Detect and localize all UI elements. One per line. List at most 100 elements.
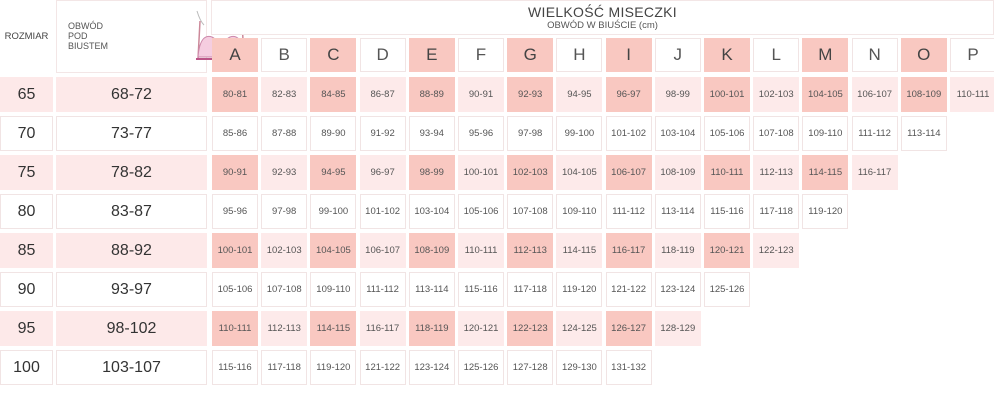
cup-header-J: J [654, 38, 701, 72]
cup-header-P: P [950, 38, 994, 72]
bust-range-cell-text: 92-93 [272, 167, 297, 178]
bust-range-cell: 113-114 [900, 116, 947, 151]
bust-range-cell: 102-103 [261, 233, 308, 268]
bust-range-cell-text: 112-113 [513, 245, 547, 256]
bust-range-cell: 101-102 [605, 116, 652, 151]
bust-range-cell: 114-115 [556, 233, 603, 268]
bust-range-cell-text: 87-88 [272, 128, 297, 139]
bust-range-cell-text: 107-108 [266, 284, 302, 295]
bust-range-cell: 128-129 [654, 311, 701, 346]
bust-range-cell-text: 121-122 [365, 362, 401, 373]
underbust-range-text: 83-87 [111, 202, 152, 220]
underbust-range: 73-77 [56, 116, 207, 151]
bust-range-cell: 93-94 [408, 116, 455, 151]
bust-range-cell-text: 121-122 [611, 284, 647, 295]
band-size: 95 [0, 311, 53, 346]
bust-range-cell-text: 116-117 [857, 167, 892, 178]
bust-range-cell-text: 110-111 [956, 89, 990, 100]
cup-header-G: G [507, 38, 554, 72]
cup-header-A: A [212, 38, 258, 72]
bust-range-cell: 95-96 [458, 116, 504, 151]
band-size-text: 75 [17, 163, 36, 181]
underbust-range: 68-72 [56, 77, 207, 112]
bust-range-cell-text: 119-120 [808, 206, 843, 217]
cup-header-D: D [359, 38, 406, 72]
bust-range-cell: 92-93 [261, 155, 308, 190]
bust-range-cell: 131-132 [605, 350, 652, 385]
bust-range-cell: 108-109 [900, 77, 947, 112]
cup-header-C: C [310, 38, 357, 72]
bust-range-cell: 99-100 [310, 194, 357, 229]
bust-range-cell-text: 108-109 [660, 167, 696, 178]
band-size-text: 90 [17, 280, 36, 298]
bust-range-cell-text: 91-92 [370, 128, 395, 139]
bust-range-cell: 111-112 [359, 272, 406, 307]
underbust-range-text: 98-102 [106, 319, 157, 337]
bust-range-cell-text: 94-95 [567, 89, 592, 100]
underbust-range-text: 73-77 [111, 124, 152, 142]
size-header: ROZMIAR [0, 0, 53, 73]
bust-range-cell-text: 102-103 [512, 167, 548, 178]
cup-header-O-text: O [917, 45, 931, 64]
bust-range-cell: 82-83 [261, 77, 308, 112]
underbust-header-label: OBWÓD POD BIUSTEM [68, 21, 109, 51]
bust-range-cell-text: 104-105 [315, 245, 351, 256]
bust-range-cell-text: 110-111 [218, 323, 252, 334]
bust-range-cell: 105-106 [704, 116, 750, 151]
bust-range-cell-text: 113-114 [661, 206, 695, 217]
bust-range-cell: 86-87 [359, 77, 406, 112]
bust-range-cell-text: 115-116 [218, 362, 252, 373]
bust-range-cell: 129-130 [556, 350, 603, 385]
cup-header-C-text: C [327, 45, 340, 64]
bust-range-cell: 103-104 [408, 194, 455, 229]
cup-header-J-text: J [673, 45, 683, 64]
bust-range-cell: 104-105 [310, 233, 357, 268]
band-size-text: 65 [17, 85, 36, 103]
band-size: 90 [0, 272, 53, 307]
bust-range-cell-text: 111-112 [366, 284, 399, 295]
bust-range-cell: 98-99 [654, 77, 701, 112]
bust-range-cell: 113-114 [654, 194, 701, 229]
bust-range-cell: 91-92 [359, 116, 406, 151]
bust-range-cell-text: 102-103 [758, 89, 794, 100]
bust-range-cell-text: 123-124 [414, 362, 450, 373]
bust-range-cell: 106-107 [605, 155, 652, 190]
bust-range-cell: 106-107 [359, 233, 406, 268]
bust-range-cell-text: 85-86 [222, 128, 248, 139]
bust-range-cell-text: 118-119 [415, 323, 449, 334]
bust-range-cell: 115-116 [212, 350, 258, 385]
bust-range-cell-text: 100-101 [217, 245, 253, 256]
bust-range-cell: 90-91 [458, 77, 504, 112]
bust-range-cell-text: 113-114 [907, 128, 941, 139]
underbust-range: 93-97 [56, 272, 207, 307]
bust-range-cell: 100-101 [212, 233, 258, 268]
bust-range-cell: 123-124 [408, 350, 455, 385]
bust-range-cell: 95-96 [212, 194, 258, 229]
bust-range-cell: 80-81 [212, 77, 258, 112]
bust-range-cell-text: 115-116 [464, 284, 498, 295]
bust-range-cell: 120-121 [704, 233, 750, 268]
cup-header-G-text: G [523, 45, 537, 64]
bust-range-cell-text: 92-93 [518, 89, 543, 100]
bust-range-cell-text: 86-87 [370, 89, 395, 100]
bust-range-cell-text: 118-119 [661, 245, 695, 256]
bust-range-cell: 107-108 [507, 194, 554, 229]
bust-range-cell: 112-113 [507, 233, 554, 268]
bust-range-cell-text: 119-120 [562, 284, 597, 295]
bust-range-cell: 108-109 [408, 233, 455, 268]
bust-range-cell-text: 94-95 [321, 167, 346, 178]
bust-range-cell-text: 123-124 [660, 284, 696, 295]
bust-range-cell-text: 127-128 [512, 362, 548, 373]
underbust-range: 98-102 [56, 311, 207, 346]
bust-range-cell-text: 106-107 [857, 89, 893, 100]
bust-range-cell: 85-86 [212, 116, 258, 151]
bust-range-cell: 120-121 [458, 311, 504, 346]
cup-header-M: M [802, 38, 849, 72]
band-size: 80 [0, 194, 53, 229]
bust-range-cell: 109-110 [556, 194, 603, 229]
bust-range-cell-text: 111-112 [612, 206, 645, 217]
bust-range-cell: 127-128 [507, 350, 554, 385]
cup-header-D-text: D [376, 45, 389, 64]
bust-range-cell: 119-120 [802, 194, 849, 229]
bust-range-cell: 98-99 [408, 155, 455, 190]
